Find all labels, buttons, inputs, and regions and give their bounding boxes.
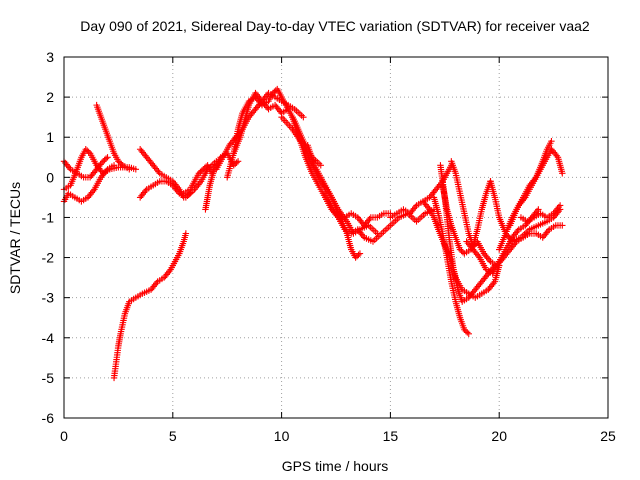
data-marks — [60, 85, 566, 382]
data-series — [321, 190, 438, 245]
x-axis-label: GPS time / hours — [282, 458, 389, 474]
x-tick-label: 15 — [383, 428, 399, 444]
data-point — [535, 206, 542, 213]
y-tick-label: 1 — [46, 129, 54, 145]
data-series — [60, 154, 111, 181]
y-tick-label: 2 — [46, 89, 54, 105]
plot-frame — [63, 56, 609, 419]
data-point — [118, 160, 125, 168]
x-tick-label: 20 — [491, 428, 507, 444]
data-point — [85, 148, 92, 156]
data-point — [104, 154, 111, 161]
y-tick-labels: -6 -5 -4 -3 -2 -1 0 1 2 3 — [42, 49, 55, 426]
data-point — [317, 162, 324, 169]
data-point — [548, 138, 555, 145]
y-tick-label: -5 — [42, 370, 55, 386]
y-tick-label: -3 — [42, 290, 55, 306]
data-series — [93, 101, 133, 173]
data-point — [110, 162, 118, 169]
data-series — [430, 194, 472, 337]
data-point — [356, 250, 364, 257]
data-point — [556, 202, 564, 209]
data-point — [132, 166, 140, 173]
data-series — [202, 166, 218, 213]
data-point — [559, 170, 566, 177]
y-tick-label: -2 — [42, 250, 55, 266]
data-series — [278, 113, 381, 237]
grid — [64, 57, 608, 418]
y-tick-label: -1 — [42, 209, 55, 225]
chart-title: Day 090 of 2021, Sidereal Day-to-day VTE… — [80, 18, 590, 34]
data-series — [506, 138, 555, 229]
data-point — [355, 251, 362, 259]
y-tick-label: -6 — [42, 410, 55, 426]
data-point — [182, 230, 190, 237]
data-series — [304, 142, 364, 261]
data-series — [500, 222, 566, 261]
data-series — [60, 162, 118, 205]
data-series — [448, 158, 494, 249]
y-axis-label: SDTVAR / TECUs — [7, 182, 23, 294]
data-point — [102, 155, 110, 162]
data-point — [464, 329, 471, 336]
y-tick-label: -4 — [42, 330, 55, 346]
data-point — [300, 113, 307, 121]
x-tick-label: 25 — [600, 428, 616, 444]
y-tick-label: 3 — [46, 49, 54, 65]
x-tick-label: 5 — [169, 428, 177, 444]
data-point — [559, 222, 566, 229]
y-tick-label: 0 — [46, 169, 54, 185]
x-tick-label: 0 — [60, 428, 68, 444]
data-series — [487, 178, 564, 245]
data-point — [233, 159, 240, 166]
axis-ticks — [63, 56, 609, 419]
data-point — [126, 166, 133, 173]
data-series — [517, 202, 564, 225]
data-point — [465, 330, 472, 337]
data-series — [110, 230, 190, 382]
data-point — [234, 158, 242, 165]
x-tick-label: 10 — [274, 428, 290, 444]
x-tick-labels: 0 5 10 15 20 25 — [60, 428, 616, 444]
